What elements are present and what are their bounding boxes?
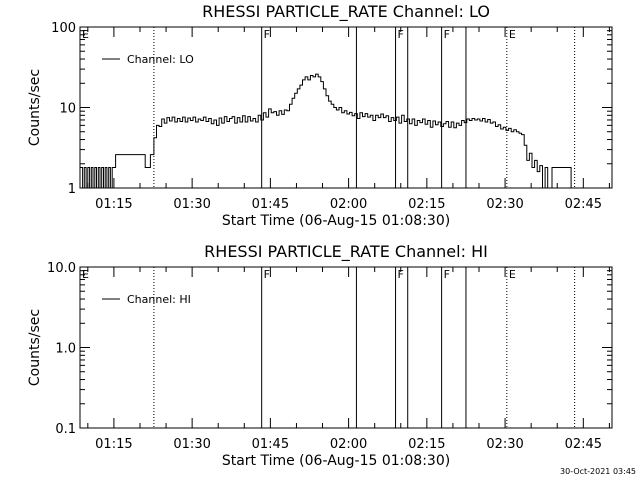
x-tick-label: 01:30 bbox=[173, 437, 210, 452]
x-tick-label: 01:45 bbox=[252, 437, 289, 452]
y-tick-label: 0.1 bbox=[55, 422, 76, 437]
event-flag-label: E bbox=[82, 28, 89, 41]
event-flag-label: F bbox=[444, 268, 450, 281]
x-tick-label: 02:00 bbox=[330, 437, 367, 452]
x-axis-label: Start Time (06-Aug-15 01:08:30) bbox=[222, 453, 450, 469]
event-flag-label: E bbox=[509, 28, 516, 41]
legend-entry: Channel: HI bbox=[127, 293, 191, 306]
y-tick-label: 100 bbox=[51, 21, 76, 36]
x-tick-label: 02:30 bbox=[486, 197, 523, 212]
event-flag-label: E bbox=[82, 268, 89, 281]
y-tick-label: 1.0 bbox=[55, 342, 76, 357]
legend-entry: Channel: LO bbox=[127, 53, 194, 66]
chart-panel-1: RHESSI PARTICLE_RATE Channel: HI 0.1 1.0 10… bbox=[27, 242, 613, 469]
event-flag-label: F bbox=[398, 268, 404, 281]
x-tick-label: 01:30 bbox=[173, 197, 210, 212]
event-flag-label: F bbox=[444, 28, 450, 41]
x-tick-label: 01:15 bbox=[95, 197, 132, 212]
x-tick-label: 02:45 bbox=[565, 437, 602, 452]
event-flag-label: F bbox=[398, 28, 404, 41]
event-flag-label: E bbox=[509, 268, 516, 281]
y-axis-label: Counts/sec bbox=[27, 309, 43, 386]
x-tick-label: 02:15 bbox=[408, 197, 445, 212]
y-tick-label: 10 bbox=[59, 102, 76, 117]
x-tick-label: 02:00 bbox=[330, 197, 367, 212]
x-tick-label: 01:15 bbox=[95, 437, 132, 452]
y-tick-label: 10.0 bbox=[47, 261, 76, 276]
x-tick-label: 02:45 bbox=[565, 197, 602, 212]
x-tick-label: 02:15 bbox=[408, 437, 445, 452]
x-tick-label: 02:30 bbox=[486, 437, 523, 452]
x-tick-label: 01:45 bbox=[252, 197, 289, 212]
series-line-channel-lo bbox=[80, 73, 572, 189]
plot-frame bbox=[79, 266, 613, 429]
y-axis-label: Counts/sec bbox=[27, 69, 43, 146]
chart-panel-0: RHESSI PARTICLE_RATE Channel: LO 1 10 100 01… bbox=[27, 2, 613, 229]
event-flag-label: F bbox=[264, 268, 270, 281]
timestamp: 30-Oct-2021 03:45 bbox=[560, 467, 636, 476]
x-axis-label: Start Time (06-Aug-15 01:08:30) bbox=[222, 213, 450, 229]
chart-title: RHESSI PARTICLE_RATE Channel: HI bbox=[204, 242, 488, 262]
chart-title: RHESSI PARTICLE_RATE Channel: LO bbox=[202, 2, 490, 22]
y-tick-label: 1 bbox=[68, 182, 76, 197]
event-flag-label: F bbox=[264, 28, 270, 41]
